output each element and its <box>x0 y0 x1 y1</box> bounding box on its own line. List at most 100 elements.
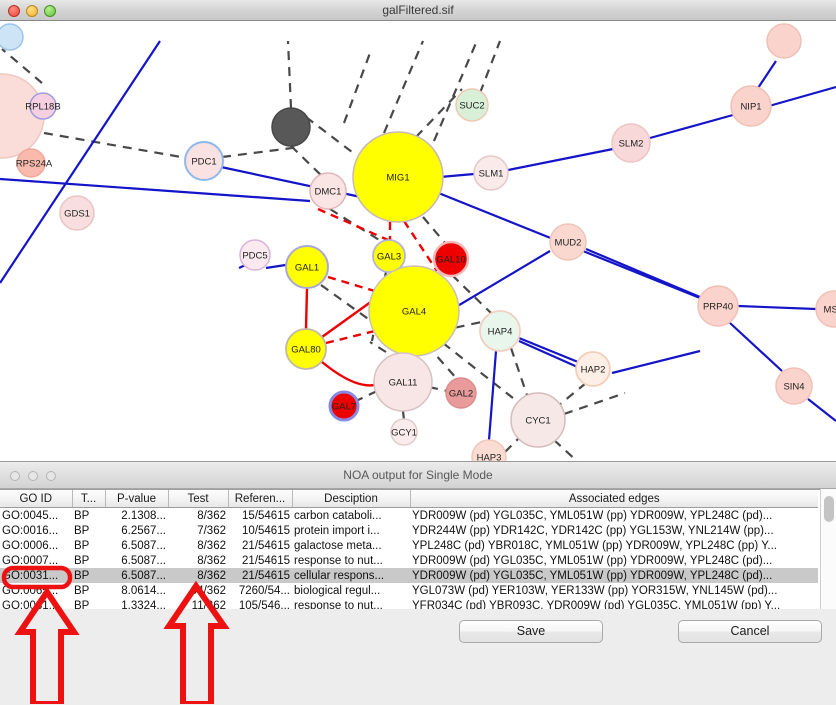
node-label-CYC1: CYC1 <box>525 416 550 427</box>
node-CYC1[interactable] <box>510 392 566 448</box>
cell-test: 8/362 <box>168 568 228 583</box>
edge-pd <box>382 40 425 134</box>
node-GAL11[interactable] <box>373 352 433 412</box>
table-row-selected[interactable]: GO:0031... BP 6.5087... 8/362 21/54615 c… <box>0 568 818 583</box>
table-row[interactable]: GO:0006... BP 6.5087... 8/362 21/54615 g… <box>0 538 818 553</box>
edge-pp <box>649 113 734 140</box>
column-header-type[interactable]: T... <box>72 490 106 508</box>
edge-pd <box>221 145 301 159</box>
node-HAP2[interactable] <box>575 351 611 387</box>
network-nodes[interactable] <box>0 23 836 461</box>
close-button[interactable] <box>8 5 20 17</box>
node-label-GAL10: GAL10 <box>436 255 466 266</box>
edge-pd <box>355 390 378 402</box>
node-NIP1[interactable] <box>730 85 772 127</box>
node-label-SIN4: SIN4 <box>783 382 804 393</box>
minimize-button[interactable] <box>26 5 38 17</box>
column-header-associated-edges[interactable]: Associated edges <box>410 490 818 508</box>
table-row[interactable]: GO:0045... BP 2.1308... 8/362 15/54615 c… <box>0 508 818 524</box>
node-PDC1[interactable] <box>184 141 224 181</box>
edge-pd <box>415 88 463 138</box>
node-SLM2[interactable] <box>611 123 651 163</box>
table-vertical-scrollbar[interactable] <box>820 489 836 609</box>
node-GAL2[interactable] <box>445 377 477 409</box>
noa-minimize-button[interactable] <box>28 471 38 481</box>
node-DMC1[interactable] <box>309 172 347 210</box>
noa-dialog-title: NOA output for Single Mode <box>343 468 493 482</box>
node-MIG1[interactable] <box>352 131 444 223</box>
cell-type: BP <box>72 568 105 583</box>
cell-reference: 10/54615 <box>242 524 290 537</box>
node-GAL10[interactable] <box>432 240 470 278</box>
cell-p-value: 6.5087... <box>121 539 166 552</box>
node-RPL18B[interactable] <box>29 92 57 120</box>
table-row[interactable]: GO:0007... BP 6.5087... 8/362 21/54615 r… <box>0 553 818 568</box>
edge-pp <box>737 304 817 311</box>
noa-results-table-container[interactable]: GO ID T... P-value Test Referen... Desci… <box>0 489 836 642</box>
network-canvas[interactable]: RPL18B RPS24A GDS1 PDC1 PDC5 DMC1 MIG1 S… <box>0 21 836 461</box>
cell-edges: YDR009W (pd) YGL035C, YML051W (pp) YDR00… <box>412 509 773 522</box>
cell-type: BP <box>74 584 90 597</box>
edge-pp <box>518 336 579 364</box>
edge-pd <box>43 131 205 163</box>
noa-close-button[interactable] <box>10 471 20 481</box>
window-titlebar: galFiltered.sif <box>0 0 836 21</box>
edge-pd <box>553 439 579 461</box>
node-SIN4[interactable] <box>775 367 813 405</box>
node-SUC2[interactable] <box>455 88 489 122</box>
edge-pd <box>509 347 530 399</box>
cell-description: protein import i... <box>294 524 380 537</box>
node-MUD2[interactable] <box>549 223 587 261</box>
cell-edges: YDR244W (pp) YDR142C, YDR142C (pp) YGL15… <box>412 524 774 537</box>
node-HAP3[interactable] <box>471 439 507 461</box>
node-GCY1[interactable] <box>390 418 418 446</box>
column-header-test[interactable]: Test <box>168 490 229 508</box>
node-label-GCY1: GCY1 <box>391 428 417 439</box>
save-button[interactable]: Save <box>459 620 603 643</box>
cell-type: BP <box>74 554 90 567</box>
node-SLM1[interactable] <box>473 155 509 191</box>
node-GDS1[interactable] <box>59 195 95 231</box>
node-label-SLM1: SLM1 <box>479 169 504 180</box>
edge-pd <box>1 48 43 84</box>
column-header-go-id[interactable]: GO ID <box>0 490 73 508</box>
zoom-button[interactable] <box>44 5 56 17</box>
edge-pd <box>329 208 385 244</box>
cancel-button[interactable]: Cancel <box>678 620 822 643</box>
edge-pd <box>342 52 372 124</box>
edge-pd <box>563 391 626 416</box>
node-label-PDC5: PDC5 <box>242 251 267 262</box>
edge-pp <box>611 349 701 375</box>
edge-hl <box>402 220 439 272</box>
node-PDC5[interactable] <box>239 239 271 271</box>
table-row[interactable]: GO:0016... BP 6.2567... 7/362 10/54615 p… <box>0 523 818 538</box>
scrollbar-thumb[interactable] <box>824 496 834 522</box>
node-label-GAL4: GAL4 <box>402 307 426 318</box>
node-GAL1[interactable] <box>285 245 329 289</box>
node-unlabeled-topright[interactable] <box>766 23 802 59</box>
node-PRP40[interactable] <box>697 285 739 327</box>
column-header-description[interactable]: Desciption <box>292 490 411 508</box>
column-header-p-value[interactable]: P-value <box>105 490 169 508</box>
node-GAL80[interactable] <box>285 328 327 370</box>
node-GAL3[interactable] <box>372 239 406 273</box>
node-unlabeled-topleft[interactable] <box>0 23 24 51</box>
node-unlabeled-dark[interactable] <box>271 107 311 147</box>
cell-type: BP <box>74 539 90 552</box>
noa-zoom-button[interactable] <box>46 471 56 481</box>
node-label-GAL3: GAL3 <box>377 252 401 263</box>
cell-reference: 105/546... <box>238 599 290 612</box>
node-RPS24A[interactable] <box>16 148 46 178</box>
cell-p-value: 8.0614... <box>121 584 166 597</box>
dialog-button-bar: Save Cancel <box>0 609 836 705</box>
node-MSI[interactable] <box>815 290 836 328</box>
column-header-reference[interactable]: Referen... <box>228 490 293 508</box>
table-row[interactable]: GO:0065... BP 8.0614... 94/362 7260/54..… <box>0 583 818 598</box>
cell-description: cellular respons... <box>292 568 410 583</box>
node-HAP4[interactable] <box>479 310 521 352</box>
edge-pp <box>0 177 311 203</box>
edge-pd <box>286 40 293 109</box>
node-GAL7[interactable] <box>328 390 360 422</box>
cell-edges: YDR009W (pd) YGL035C, YML051W (pp) YDR00… <box>410 568 818 583</box>
edge-pd <box>422 216 446 244</box>
